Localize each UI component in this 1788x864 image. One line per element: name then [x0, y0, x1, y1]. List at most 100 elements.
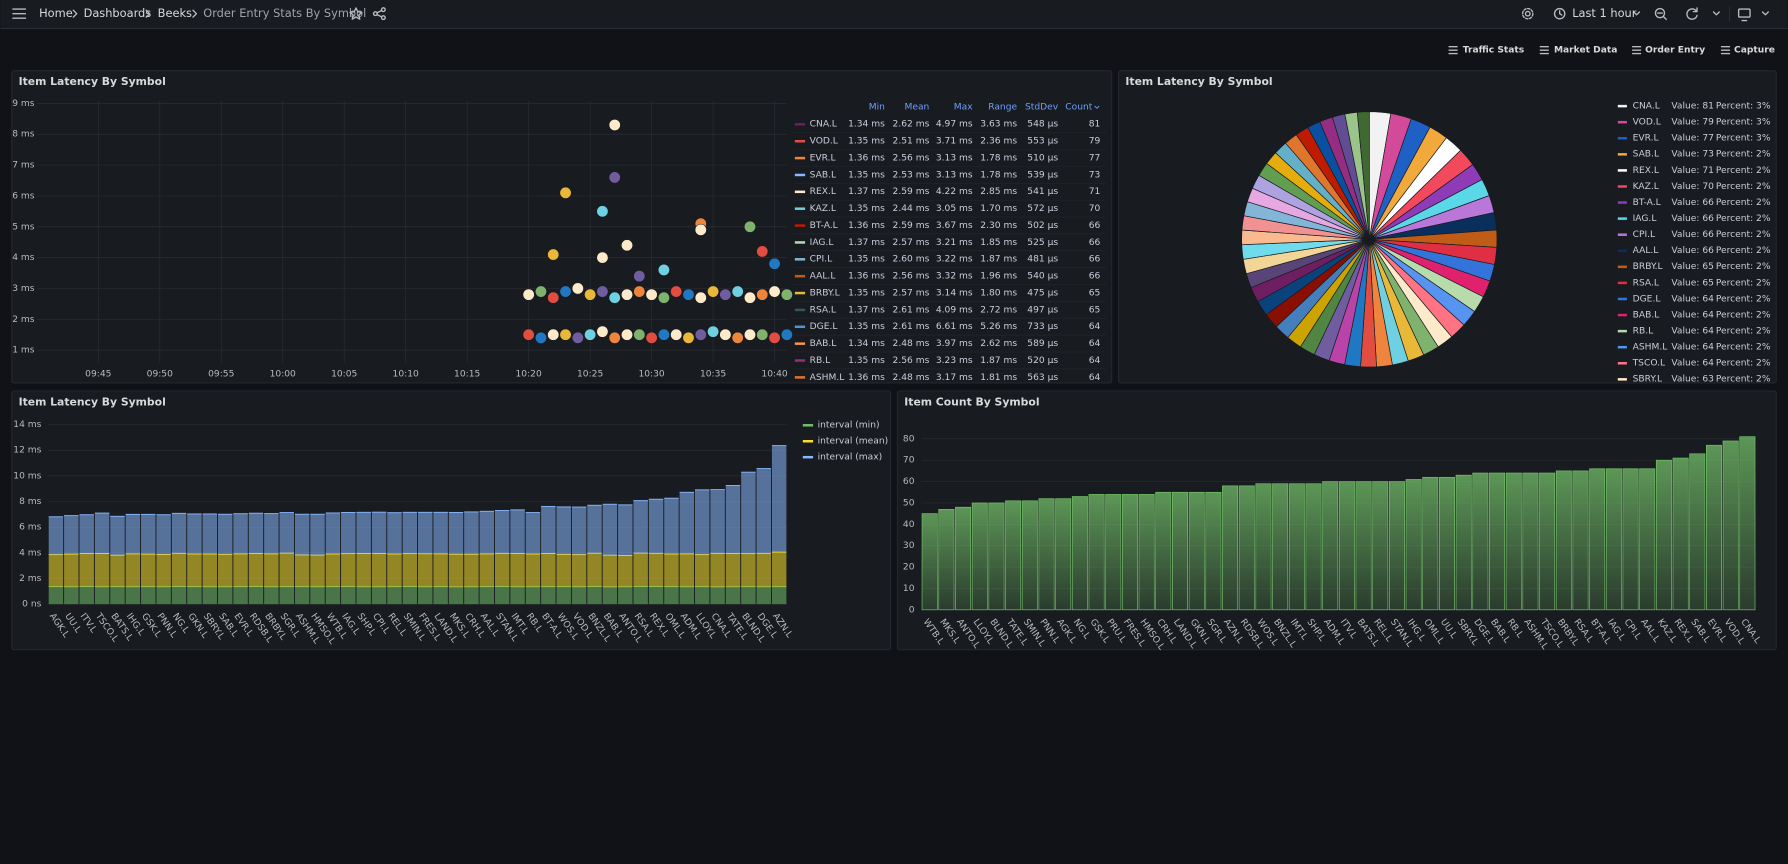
legend-percent: Percent: 2% [1716, 359, 1771, 369]
legend-percent: Percent: 2% [1716, 278, 1771, 288]
legend-swatch [794, 308, 806, 312]
scatter-point [780, 288, 793, 301]
scatter-point [694, 291, 707, 304]
legend-name: VOD.L [810, 137, 839, 147]
bar-segment [94, 586, 110, 605]
dashboard-link[interactable]: Market Data [1554, 46, 1617, 56]
legend-name: VOD.L [1633, 118, 1662, 128]
breadcrumb[interactable]: Home [39, 6, 73, 20]
y-tick-label: 80 [903, 434, 915, 444]
dashboard-link[interactable]: Capture [1734, 46, 1775, 56]
table-cell: 77 [1089, 153, 1101, 163]
x-tick-label: 10:20 [516, 369, 542, 379]
legend-name: DGE.L [1633, 294, 1662, 304]
scatter-point [559, 328, 572, 341]
legend-swatch [794, 359, 806, 362]
scatter-point [670, 285, 683, 298]
bar-segment [510, 553, 525, 587]
bar-segment [494, 553, 510, 587]
scatter-point [657, 291, 670, 304]
refresh-button[interactable] [1686, 7, 1720, 20]
table-header: StdDev [1025, 103, 1059, 113]
y-tick-label: 60 [903, 477, 915, 487]
bar-segment [171, 553, 187, 587]
bar [1288, 483, 1305, 611]
menu-button[interactable] [12, 8, 27, 19]
scatter-point [559, 285, 572, 298]
table-cell: 1.34 ms [848, 339, 885, 349]
table-cell: 1.80 ms [980, 288, 1017, 298]
table-cell: 70 [1089, 204, 1101, 214]
bar-segment [664, 553, 679, 587]
dashboard-link[interactable]: Traffic Stats [1463, 46, 1524, 56]
bar-segment [171, 513, 187, 554]
table-cell: 2.57 ms [893, 288, 930, 298]
scatter-point [547, 328, 560, 341]
table-cell: 3.13 ms [936, 170, 973, 180]
legend-percent: Percent: 3% [1716, 118, 1771, 128]
table-cell: 539 µs [1027, 170, 1058, 180]
bar-segment [110, 516, 125, 556]
top-bar [0, 0, 1788, 29]
scatter-point [584, 328, 597, 341]
bar-segment [341, 553, 356, 587]
bar-segment [571, 554, 587, 587]
panel-title: Item Latency By Symbol [19, 395, 166, 408]
table-cell: 4.22 ms [936, 187, 973, 197]
table-cell: 2.59 ms [893, 221, 930, 231]
y-tick-label: 8 ms [12, 130, 35, 140]
legend-swatch [1617, 265, 1627, 269]
bar-segment [402, 586, 418, 605]
bar-segment [217, 554, 233, 587]
bar-segment [310, 555, 325, 587]
legend-value: Value: 73 [1671, 150, 1714, 160]
breadcrumb[interactable]: Dashboards [84, 6, 152, 20]
table-cell: 3.67 ms [936, 221, 973, 231]
legend-swatch [794, 342, 806, 345]
table-cell: 2.53 ms [893, 170, 930, 180]
breadcrumb[interactable]: Beeks [158, 6, 192, 20]
legend-swatch [794, 258, 806, 261]
table-cell: 3.71 ms [936, 137, 973, 147]
bar-segment [325, 586, 341, 605]
table-cell: 1.35 ms [848, 204, 885, 214]
bar-segment [79, 514, 94, 554]
pie-slice [1356, 111, 1370, 240]
bar [1188, 491, 1205, 611]
y-tick-label: 4 ms [19, 548, 42, 558]
bar-segment [741, 472, 756, 554]
bar [1522, 472, 1539, 611]
scatter-point [633, 270, 646, 283]
panel-title: Item Count By Symbol [904, 395, 1039, 408]
bar-segment [679, 586, 695, 605]
bar-segment [725, 586, 741, 605]
bar-segment [602, 586, 618, 605]
star-button[interactable] [349, 7, 363, 20]
bar-segment [494, 586, 510, 605]
x-tick-label: 10:25 [577, 369, 603, 379]
bar-segment [94, 553, 110, 587]
bar-segment [710, 553, 725, 587]
table-cell: 64 [1089, 356, 1101, 366]
x-tick-label: 10:15 [454, 369, 480, 379]
bar-segment [371, 586, 387, 605]
x-tick-label: 10:00 [270, 369, 296, 379]
legend-swatch [1617, 313, 1627, 317]
settings-button[interactable] [1521, 7, 1534, 20]
zoom-out-button[interactable] [1654, 7, 1667, 21]
share-button[interactable] [372, 7, 386, 21]
table-cell: 2.85 ms [980, 187, 1017, 197]
legend-value: Value: 77 [1671, 134, 1714, 144]
legend-name: CPI.L [810, 255, 833, 265]
dashboard-link[interactable]: Order Entry [1645, 46, 1705, 56]
view-mode-button[interactable] [1737, 8, 1769, 22]
legend-name: KAZ.L [810, 204, 837, 214]
time-range[interactable]: Last 1 hour [1572, 6, 1637, 20]
bar-segment [248, 513, 264, 554]
time-picker[interactable] [1553, 7, 1641, 20]
table-cell: 2.61 ms [893, 305, 930, 315]
legend-percent: Percent: 2% [1716, 375, 1771, 385]
legend-swatch [1617, 378, 1627, 381]
